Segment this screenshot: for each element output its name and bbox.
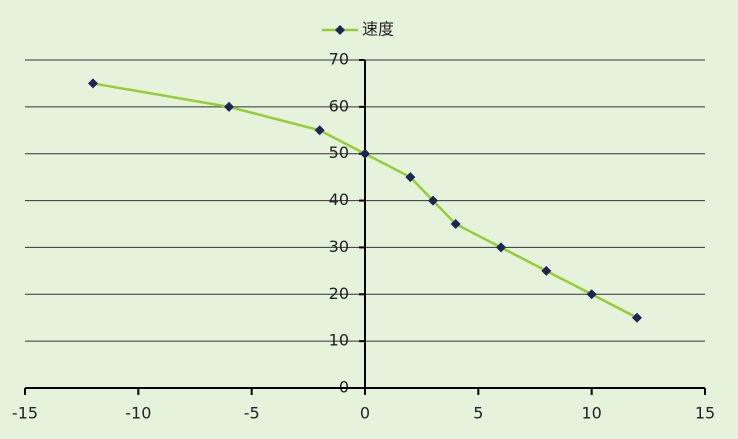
data-point — [428, 195, 438, 206]
data-point — [88, 78, 98, 89]
x-tick-label: 5 — [473, 404, 483, 423]
y-tick-label: 70 — [329, 50, 349, 69]
data-point — [450, 219, 461, 229]
x-tick-label: 0 — [360, 404, 370, 423]
legend-marker — [335, 25, 345, 35]
legend-label: 速度 — [362, 20, 394, 39]
x-tick-label: -15 — [12, 404, 38, 423]
x-tick-label: -10 — [125, 404, 151, 423]
y-tick-label: 10 — [329, 331, 349, 350]
y-tick-label: 20 — [329, 284, 349, 303]
x-tick-label: -5 — [244, 404, 260, 423]
data-point — [405, 172, 416, 183]
x-tick-label: 15 — [695, 404, 715, 423]
data-point — [314, 125, 325, 136]
data-point — [541, 265, 552, 276]
y-tick-label: 50 — [329, 143, 349, 162]
data-point — [586, 289, 597, 300]
data-point — [360, 148, 370, 159]
y-tick-label: 60 — [329, 96, 349, 115]
data-point — [496, 242, 506, 253]
data-point — [632, 312, 642, 323]
data-point — [224, 101, 234, 112]
x-tick-label: 10 — [581, 404, 601, 423]
y-tick-label: 40 — [329, 190, 349, 209]
y-tick-label: 30 — [329, 237, 349, 256]
